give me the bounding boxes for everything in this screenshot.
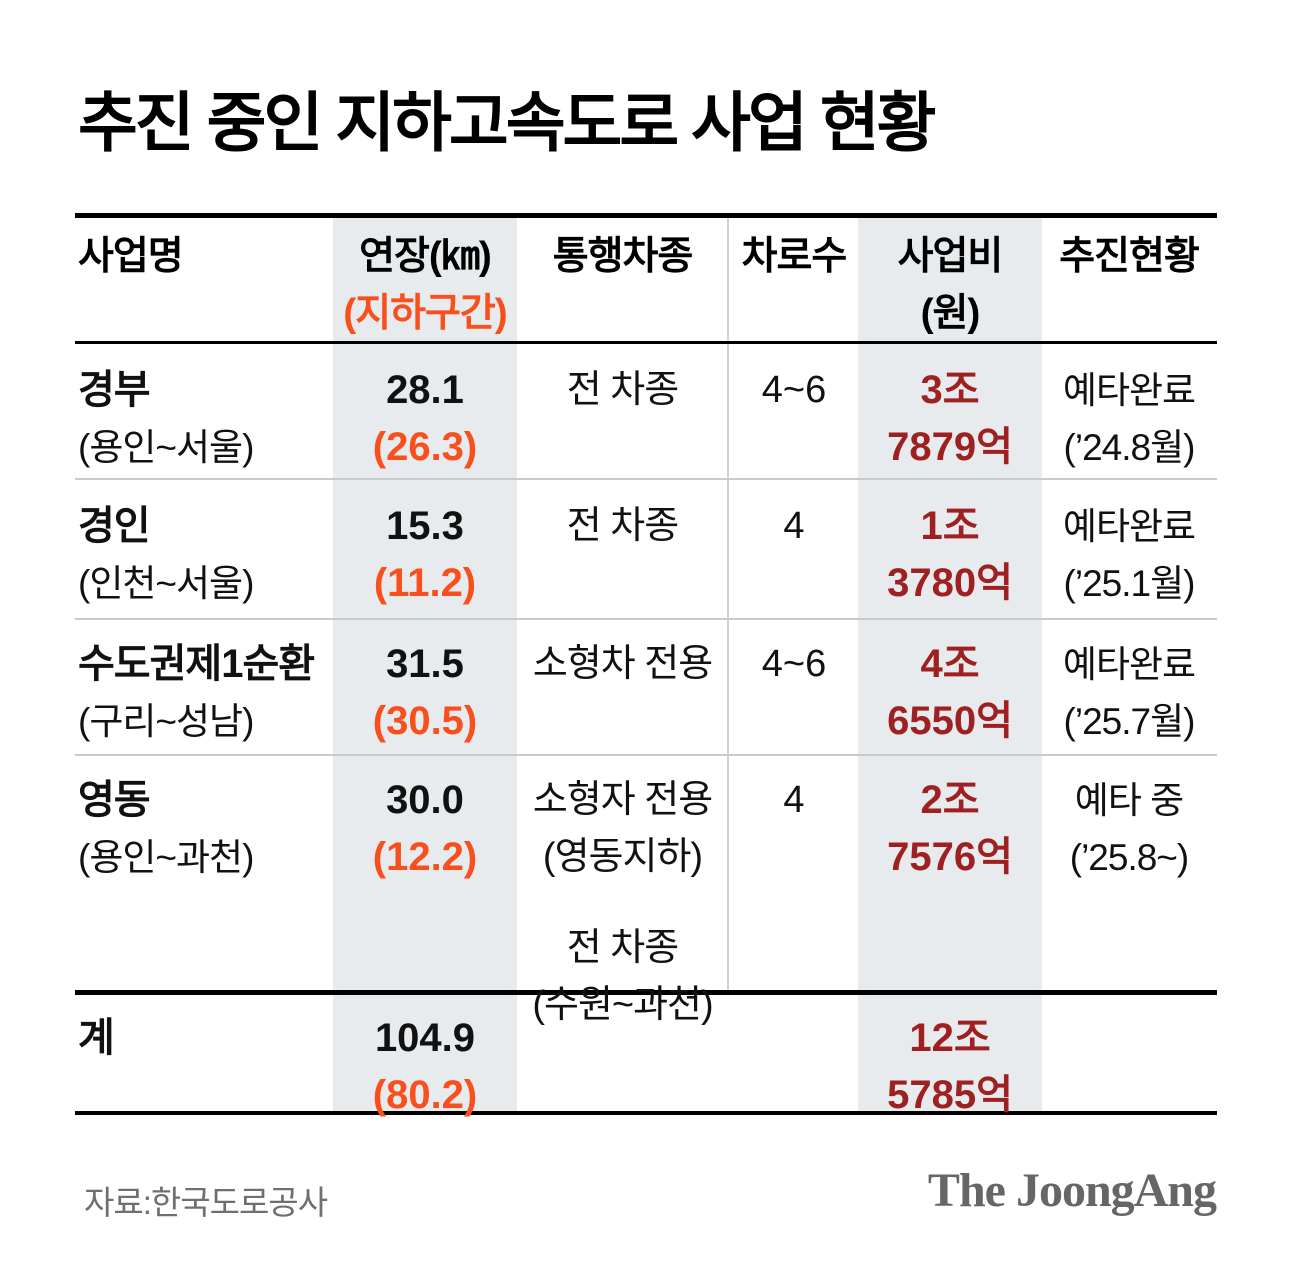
cell-name: 수도권제1순환 (구리~성남) <box>78 642 315 742</box>
header-cost: 사업비 (원) <box>897 235 1004 335</box>
rule-header-separator <box>75 341 1217 344</box>
cell-total-label: 계 <box>78 1016 115 1060</box>
header-lanes: 차로수 <box>741 235 848 278</box>
cell-status: 예타완료 (’25.1월) <box>1062 506 1196 604</box>
header-name: 사업명 <box>78 235 184 278</box>
header-vehicle: 통행차종 <box>552 235 694 278</box>
cell-cost: 2조 7576억 <box>887 778 1013 879</box>
rule-row2 <box>75 618 1217 620</box>
vehicle-group-gap <box>509 886 736 920</box>
source-credit: 자료:한국도로공사 <box>84 1184 328 1221</box>
cell-vehicle: 전 차종 <box>566 369 679 411</box>
cell-cost: 1조 3780억 <box>887 504 1013 605</box>
rule-row3 <box>75 754 1217 756</box>
cell-length: 31.5 (30.5) <box>372 642 478 743</box>
rule-bottom <box>75 1111 1217 1115</box>
cell-name: 경부 (용인~서울) <box>78 368 254 468</box>
length-column-band <box>333 218 517 1112</box>
cell-lanes: 4~6 <box>761 369 827 411</box>
cost-column-band <box>858 218 1042 1112</box>
cell-total-length: 104.9 (80.2) <box>372 1016 478 1117</box>
rule-row1 <box>75 478 1217 480</box>
cell-length: 15.3 (11.2) <box>373 504 477 605</box>
header-length: 연장(㎞) (지하구간) <box>343 235 508 335</box>
cell-name: 영동 (용인~과천) <box>78 778 254 878</box>
page-title: 추진 중인 지하고속도로 사업 현황 <box>78 86 936 159</box>
rule-total-separator <box>75 990 1217 995</box>
rule-top <box>75 213 1217 218</box>
cell-cost: 4조 6550억 <box>887 642 1013 743</box>
cell-cost: 3조 7879억 <box>887 368 1013 469</box>
cell-lanes: 4 <box>783 505 805 547</box>
cell-name: 경인 (인천~서울) <box>78 504 254 604</box>
joongang-logo: The JoongAng <box>927 1164 1217 1217</box>
cell-vehicle: 전 차종 <box>566 505 679 547</box>
header-status: 추진현황 <box>1059 235 1200 278</box>
cell-status: 예타완료 (’25.7월) <box>1062 644 1196 742</box>
cell-status: 예타완료 (’24.8월) <box>1062 370 1196 468</box>
cell-vehicle: 소형자 전용 (영동지하) 전 차종 (수원~과천) <box>509 772 736 1034</box>
column-divider <box>727 218 729 991</box>
cell-status: 예타 중 (’25.8~) <box>1069 780 1189 878</box>
cell-lanes: 4~6 <box>761 643 827 685</box>
cell-length: 28.1 (26.3) <box>372 368 478 469</box>
cell-vehicle: 소형차 전용 <box>532 643 713 685</box>
cell-lanes: 4 <box>783 779 805 821</box>
cell-length: 30.0 (12.2) <box>372 778 478 879</box>
cell-total-cost: 12조 5785억 <box>887 1016 1013 1117</box>
